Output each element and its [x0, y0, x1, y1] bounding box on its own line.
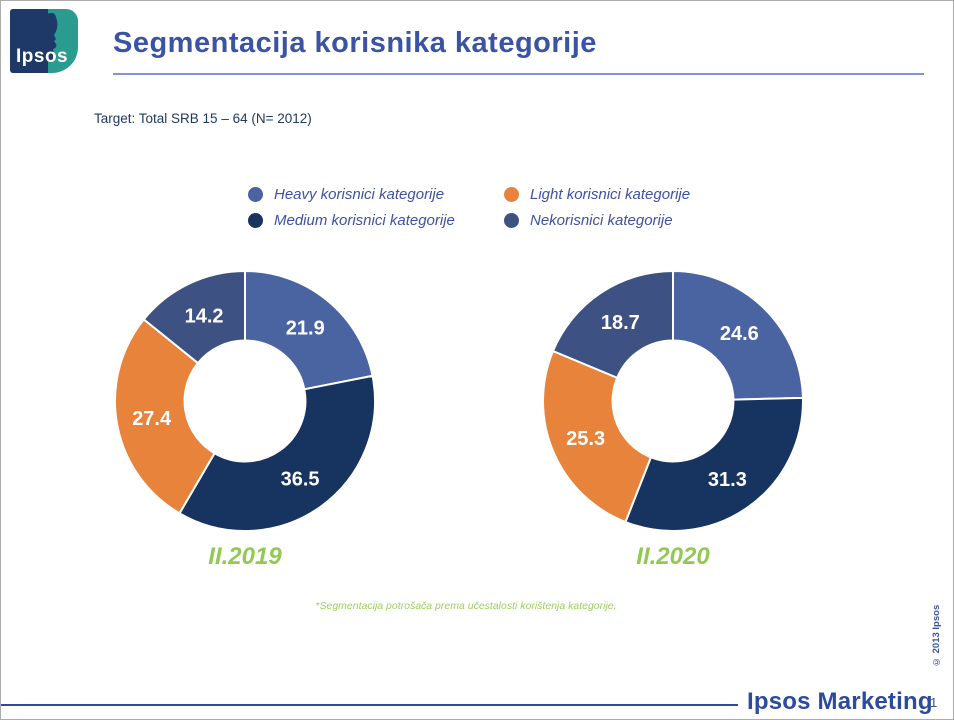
ipsos-logo: Ipsos [10, 9, 78, 73]
chart-caption-2020: II.2020 [636, 543, 710, 570]
donut-slice-0 [244, 269, 374, 391]
donut-slice-3 [142, 269, 246, 365]
legend-item-light: Light korisnici kategorije [504, 186, 690, 203]
slice-value-label: 18.7 [601, 312, 640, 334]
donut-chart-2019: 21.9 36.5 27.4 14.2 [114, 269, 376, 532]
legend-item-medium: Medium korisnici kategorije [248, 212, 504, 229]
slice-value-label: 36.5 [281, 468, 320, 490]
legend-item-nekorisnici: Nekorisnici kategorije [504, 212, 690, 229]
slice-value-label: 21.9 [286, 318, 325, 340]
chart-legend: Heavy korisnici kategorije Light korisni… [248, 186, 690, 229]
donut-slice-0 [672, 269, 804, 401]
legend-item-heavy: Heavy korisnici kategorije [248, 186, 504, 203]
donut-slice-2 [542, 349, 653, 524]
donut-chart-2020: 24.6 31.3 25.3 18.7 [542, 269, 804, 532]
legend-label-medium: Medium korisnici kategorije [274, 212, 455, 229]
legend-dot-heavy [248, 187, 263, 202]
donut-slice-3 [551, 269, 674, 380]
copyright-text: © 2013 Ipsos [931, 604, 942, 667]
slice-value-label: 25.3 [566, 428, 605, 450]
legend-label-heavy: Heavy korisnici kategorije [274, 186, 445, 203]
slice-value-label: 14.2 [185, 305, 224, 327]
legend-dot-medium [248, 213, 263, 228]
donut-slice-1 [178, 374, 376, 532]
donut-slice-1 [624, 396, 804, 532]
title-divider [113, 73, 924, 75]
legend-dot-nekorisnici [504, 213, 519, 228]
footnote-text: *Segmentacija potrošača prema učestalost… [315, 600, 617, 612]
target-sample-text: Target: Total SRB 15 – 64 (N= 2012) [94, 111, 312, 126]
page-number: 1 [930, 695, 938, 710]
footer-brand-text: Ipsos Marketing [747, 688, 933, 715]
legend-label-nekorisnici: Nekorisnici kategorije [530, 212, 673, 229]
legend-label-light: Light korisnici kategorije [530, 186, 691, 203]
ipsos-logo-wordmark: Ipsos [16, 46, 69, 67]
footer-divider [1, 704, 738, 706]
slice-value-label: 31.3 [708, 469, 747, 491]
legend-dot-light [504, 187, 519, 202]
page-title: Segmentacija korisnika kategorije [113, 27, 597, 59]
donut-slice-2 [114, 317, 216, 515]
slice-value-label: 27.4 [132, 408, 172, 430]
ipsos-logo-face-icon [38, 13, 58, 60]
slice-value-label: 24.6 [720, 323, 759, 345]
chart-caption-2019: II.2019 [208, 543, 282, 570]
